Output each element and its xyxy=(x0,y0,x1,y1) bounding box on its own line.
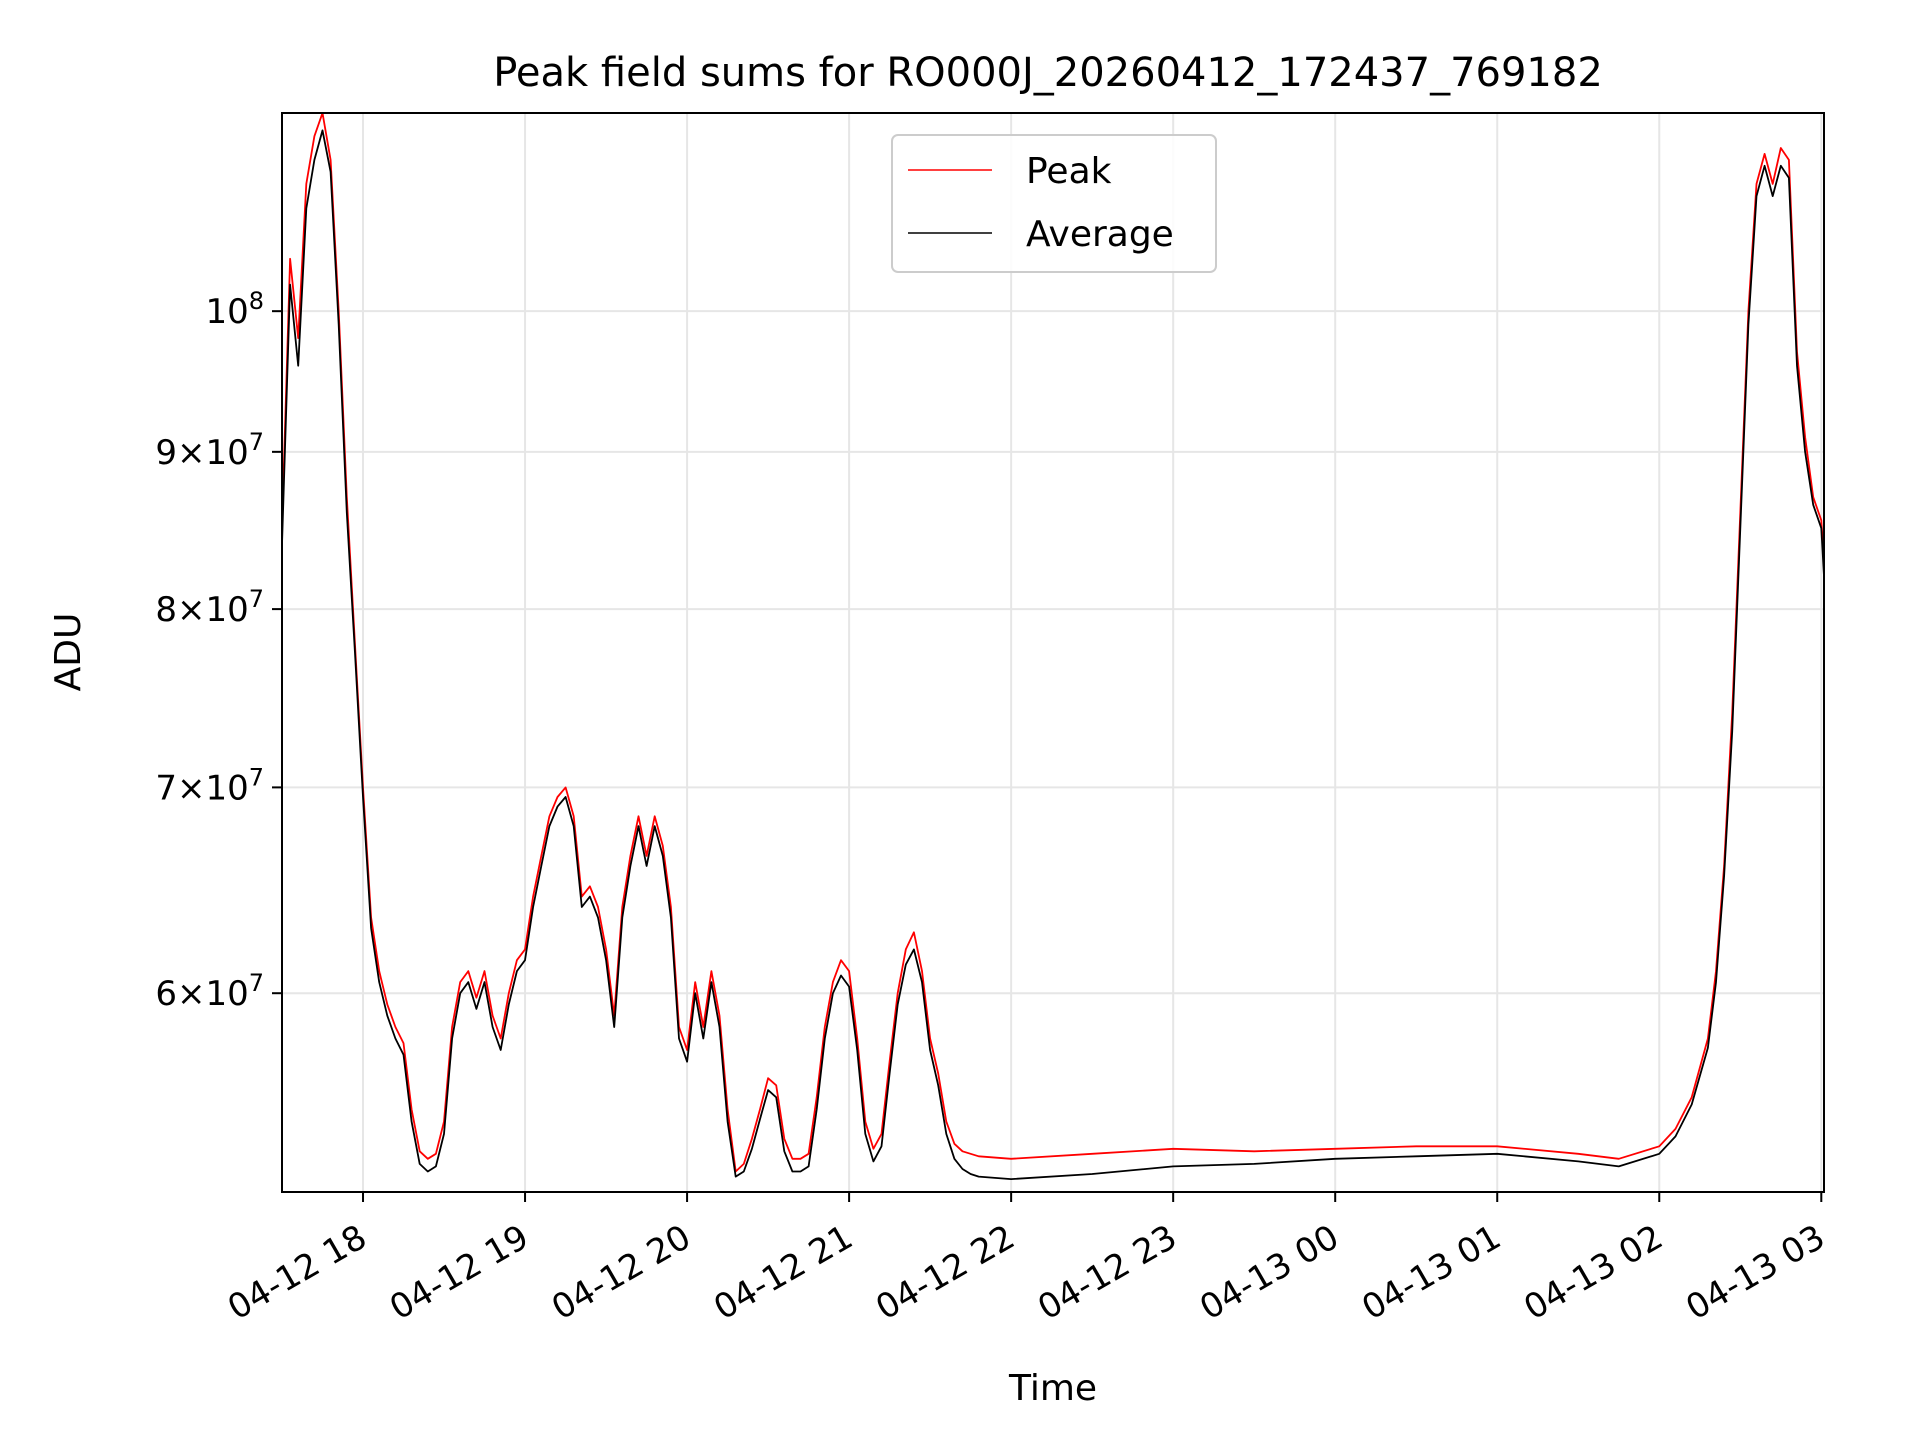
y-tick-label: 8×107 xyxy=(155,585,264,630)
y-axis-label: ADU xyxy=(48,613,89,692)
y-tick-label: 7×107 xyxy=(155,763,264,808)
legend-label-peak: Peak xyxy=(1026,151,1112,192)
series-line-average xyxy=(282,129,1824,1180)
x-axis-label: Time xyxy=(1008,1368,1097,1409)
y-tick-label: 9×107 xyxy=(155,428,264,473)
legend-label-average: Average xyxy=(1026,214,1174,255)
y-axis: 6×107 7×107 8×107 9×107 108 xyxy=(155,287,282,1014)
series-layer xyxy=(282,113,1824,1180)
y-tick-label: 6×107 xyxy=(155,969,264,1014)
grid-layer xyxy=(282,113,1824,1192)
series-line-peak xyxy=(282,113,1824,1173)
y-tick-label: 108 xyxy=(205,287,264,332)
chart-title: Peak field sums for RO000J_20260412_1724… xyxy=(493,50,1603,96)
plot-frame xyxy=(281,112,1825,1193)
legend: Peak Average xyxy=(891,134,1217,273)
